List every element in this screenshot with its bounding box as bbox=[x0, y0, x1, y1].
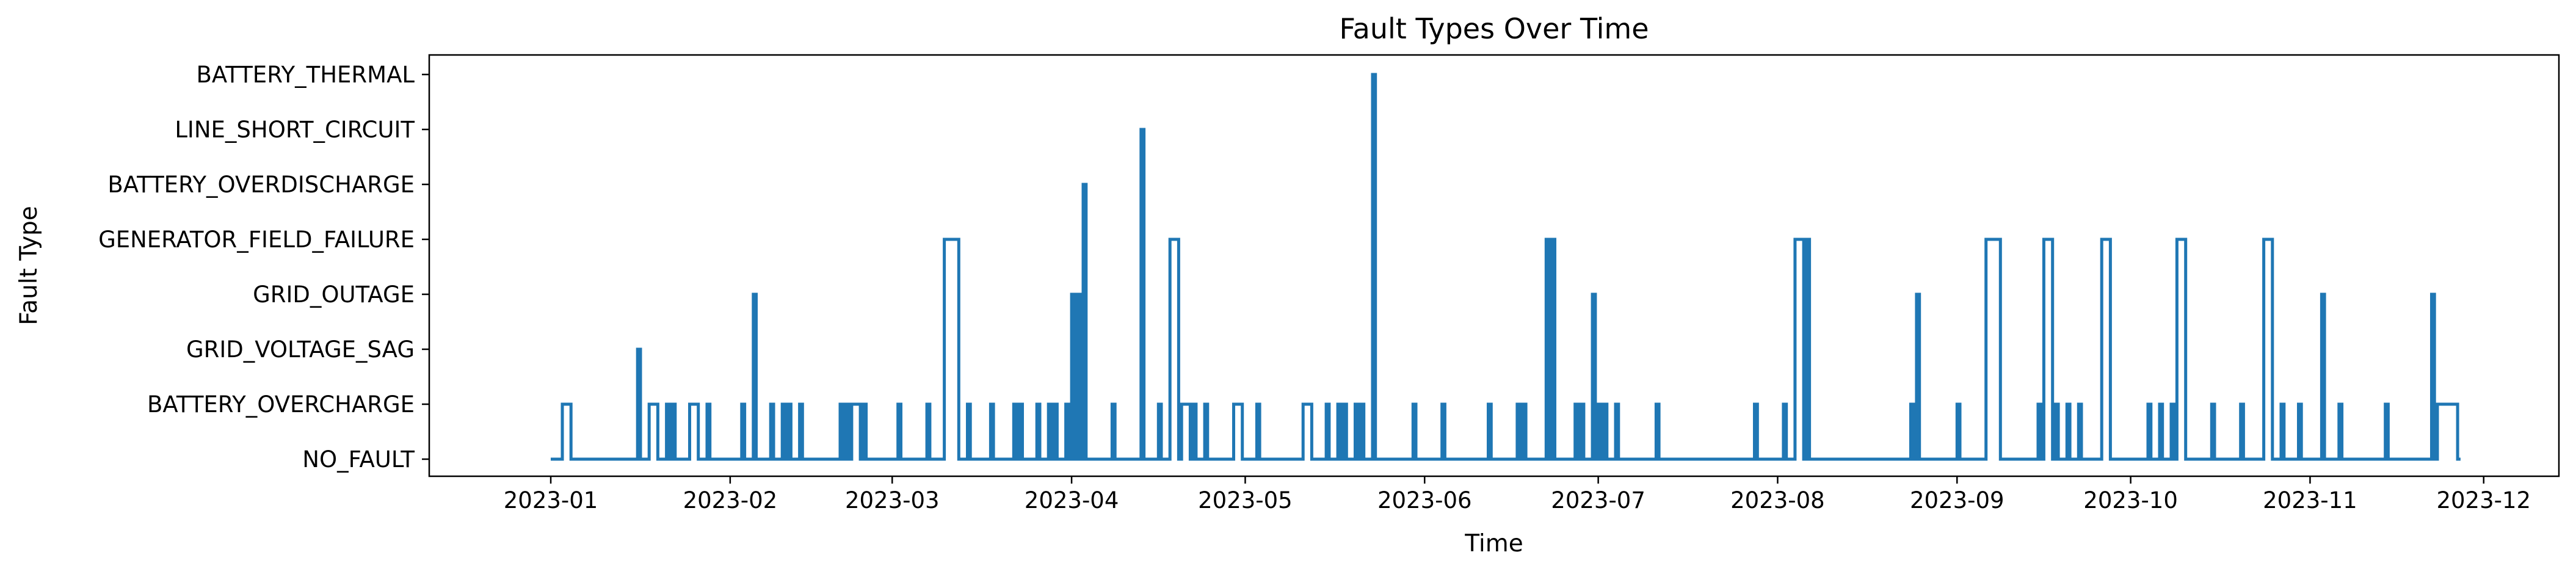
x-tick-label: 2023-09 bbox=[1910, 487, 2005, 513]
x-tick-label: 2023-11 bbox=[2263, 487, 2357, 513]
y-tick-label: NO_FAULT bbox=[302, 446, 415, 473]
y-tick-label: LINE_SHORT_CIRCUIT bbox=[175, 117, 415, 143]
x-tick-label: 2023-10 bbox=[2083, 487, 2178, 513]
x-axis: 2023-01 2023-02 2023-03 2023-04 2023-05 2023-… bbox=[504, 476, 2531, 513]
y-tick-label: BATTERY_OVERCHARGE bbox=[147, 391, 415, 418]
x-tick-label: 2023-03 bbox=[845, 487, 940, 513]
x-tick-label: 2023-02 bbox=[683, 487, 778, 513]
x-tick-label: 2023-06 bbox=[1377, 487, 1472, 513]
y-tick-label: GENERATOR_FIELD_FAILURE bbox=[98, 227, 415, 253]
y-tick-label: GRID_VOLTAGE_SAG bbox=[186, 336, 415, 363]
y-tick-label: GRID_OUTAGE bbox=[253, 281, 415, 308]
x-tick-label: 2023-07 bbox=[1551, 487, 1645, 513]
y-axis-title: Fault Type bbox=[15, 206, 43, 325]
y-tick-label: BATTERY_THERMAL bbox=[196, 62, 415, 88]
plot-frame bbox=[428, 54, 2560, 477]
x-tick-label: 2023-08 bbox=[1730, 487, 1825, 513]
x-axis-title: Time bbox=[1464, 530, 1523, 557]
plot-area bbox=[428, 54, 2560, 477]
y-tick-label: BATTERY_OVERDISCHARGE bbox=[107, 172, 415, 198]
fault-series-line bbox=[551, 73, 2461, 461]
x-tick-label: 2023-04 bbox=[1025, 487, 1119, 513]
chart-title: Fault Types Over Time bbox=[1339, 12, 1649, 45]
x-tick-label: 2023-01 bbox=[504, 487, 598, 513]
x-tick-label: 2023-12 bbox=[2436, 487, 2531, 513]
y-axis: NO_FAULT BATTERY_OVERCHARGE GRID_VOLTAGE_S… bbox=[98, 62, 429, 473]
x-tick-label: 2023-05 bbox=[1198, 487, 1293, 513]
